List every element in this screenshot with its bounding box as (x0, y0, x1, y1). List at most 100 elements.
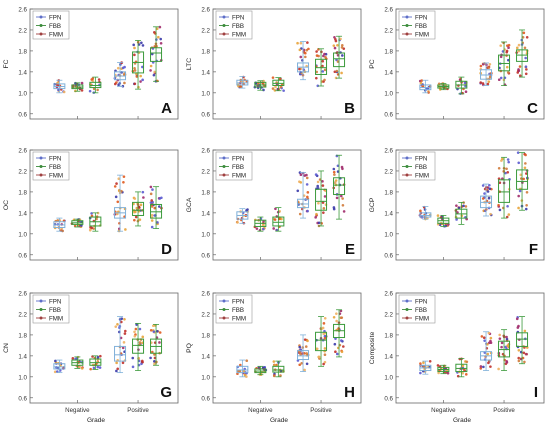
box-FPN-Negative (53, 79, 66, 94)
data-point (498, 337, 502, 340)
box-FMM-Negative (88, 211, 102, 232)
data-point (321, 180, 324, 183)
box-FMM-Negative (272, 207, 285, 232)
data-point (280, 217, 283, 221)
data-point (90, 212, 93, 215)
panel-letter: H (344, 384, 355, 401)
data-point (306, 41, 309, 44)
data-point (499, 55, 503, 59)
data-point (506, 71, 510, 74)
box-body (419, 212, 432, 218)
data-point (486, 82, 490, 86)
data-point (155, 360, 158, 364)
data-point (153, 206, 157, 210)
data-point (135, 323, 138, 326)
data-point (124, 228, 127, 231)
panel-letter: E (345, 241, 355, 258)
data-point (333, 342, 337, 346)
box-body (297, 350, 310, 361)
data-point (499, 76, 503, 80)
y-tick-label: 2.2 (201, 27, 210, 34)
data-point (134, 327, 138, 331)
box-FPN-Positive (479, 331, 493, 371)
y-tick-label: 2.6 (201, 7, 210, 14)
data-point (271, 76, 275, 79)
data-point (116, 66, 120, 70)
data-point (507, 46, 510, 50)
data-point (56, 219, 60, 222)
data-point (323, 353, 327, 357)
data-point (314, 173, 318, 176)
data-point (113, 185, 117, 188)
data-point (497, 203, 500, 207)
data-point (461, 364, 465, 368)
data-point (133, 218, 136, 222)
legend-marker-FBB (405, 165, 409, 168)
data-point (150, 199, 154, 202)
data-point (332, 44, 336, 47)
data-point (153, 353, 156, 356)
data-point (96, 355, 100, 359)
data-point (158, 341, 161, 344)
box-body (516, 49, 529, 62)
box-FBB-Negative (436, 364, 450, 375)
data-point (487, 196, 491, 200)
data-point (481, 62, 485, 66)
data-point (321, 184, 325, 187)
data-point (135, 75, 139, 78)
data-point (335, 196, 339, 200)
data-point (483, 192, 486, 195)
data-point (489, 365, 492, 368)
data-point (122, 175, 126, 178)
data-point (116, 200, 120, 204)
data-point (419, 209, 422, 213)
data-point (262, 88, 265, 92)
data-point (334, 350, 337, 354)
data-point (322, 54, 325, 58)
data-point (54, 359, 57, 363)
data-point (123, 317, 126, 321)
data-point (304, 345, 308, 348)
data-point (517, 206, 520, 210)
data-point (504, 345, 508, 349)
legend-label-FMM: FMM (415, 172, 429, 179)
box-body (516, 332, 529, 347)
y-tick-label: 0.6 (18, 395, 27, 402)
data-point (524, 65, 528, 68)
y-axis-label: Composite (369, 332, 376, 365)
y-tick-label: 0.6 (18, 252, 27, 259)
y-tick-label: 2.6 (18, 7, 27, 14)
box-FBB-Positive (315, 316, 328, 367)
y-tick-label: 1.8 (18, 189, 27, 196)
data-point (302, 352, 306, 355)
data-point (506, 344, 510, 348)
data-point (95, 217, 98, 221)
box-FBB-Negative (437, 82, 450, 91)
data-point (133, 334, 137, 338)
y-tick-label: 1.8 (18, 48, 27, 55)
legend-marker-FMM (39, 173, 43, 177)
data-point (524, 153, 527, 157)
data-point (436, 364, 440, 367)
y-axis-label: FC (3, 59, 10, 68)
box-body (150, 203, 163, 219)
data-point (315, 70, 318, 74)
data-point (96, 365, 100, 369)
data-point (506, 44, 509, 47)
data-point (489, 339, 492, 343)
y-tick-label: 2.6 (18, 148, 27, 155)
data-point (489, 212, 492, 216)
y-tick-label: 1.0 (384, 374, 393, 381)
box-FMM-Positive (332, 309, 346, 358)
y-tick-label: 0.6 (18, 111, 27, 118)
data-point (419, 371, 422, 375)
data-point (298, 212, 302, 216)
y-tick-label: 1.4 (201, 353, 210, 360)
data-point (500, 345, 503, 349)
